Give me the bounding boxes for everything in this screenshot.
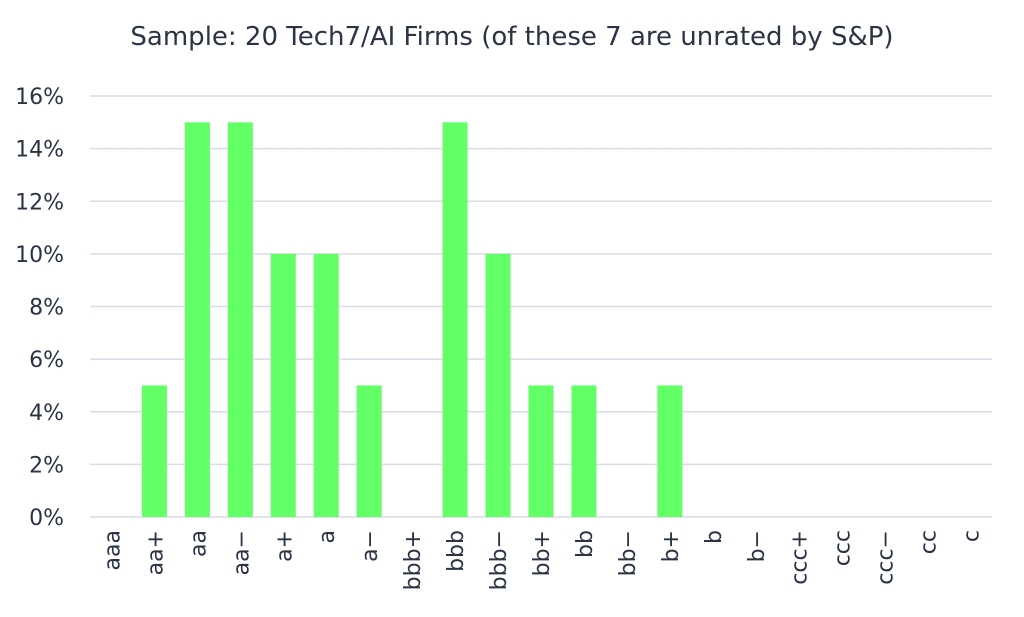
- x-tick-label: aa: [186, 530, 211, 557]
- x-tick-label: b: [702, 530, 727, 544]
- x-tick-label: a: [315, 530, 340, 543]
- y-tick-label: 0%: [29, 506, 64, 531]
- bar-aa+: [141, 385, 167, 517]
- bar-bbb: [442, 122, 468, 517]
- x-tick-label: aa+: [143, 530, 168, 575]
- x-tick-label: cc: [917, 530, 942, 554]
- x-tick-label: c: [960, 530, 985, 542]
- bar-a−: [356, 385, 382, 517]
- bar-a+: [270, 253, 296, 517]
- x-tick-label: ccc: [831, 530, 856, 566]
- x-tick-label: b−: [745, 530, 770, 562]
- bar-b+: [657, 385, 683, 517]
- x-tick-label: bb+: [530, 530, 555, 576]
- x-tick-label: bbb−: [487, 530, 512, 590]
- x-tick-label: a+: [272, 530, 297, 562]
- bar-aa: [184, 122, 210, 517]
- x-tick-label: aa−: [229, 530, 254, 575]
- bar-a: [313, 253, 339, 517]
- bar-aa−: [227, 122, 253, 517]
- x-tick-label: b+: [659, 530, 684, 562]
- x-tick-label: bbb+: [401, 530, 426, 590]
- bar-bbb−: [485, 253, 511, 517]
- chart-title: Sample: 20 Tech7/AI Firms (of these 7 ar…: [130, 22, 894, 52]
- x-tick-label: ccc+: [788, 530, 813, 585]
- y-tick-label: 12%: [15, 190, 64, 215]
- y-tick-label: 2%: [29, 453, 64, 478]
- y-tick-label: 8%: [29, 296, 64, 321]
- y-tick-label: 14%: [15, 138, 64, 163]
- x-tick-label: bb−: [616, 530, 641, 576]
- x-tick-label: a−: [358, 530, 383, 562]
- y-tick-label: 4%: [29, 401, 64, 426]
- y-tick-label: 16%: [15, 85, 64, 110]
- x-tick-label: bb: [573, 530, 598, 558]
- bar-bb: [571, 385, 597, 517]
- x-tick-label: ccc−: [874, 530, 899, 585]
- bar-bb+: [528, 385, 554, 517]
- x-tick-label: aaa: [100, 530, 125, 570]
- y-tick-label: 10%: [15, 243, 64, 268]
- x-tick-label: bbb: [444, 530, 469, 572]
- y-tick-label: 6%: [29, 348, 64, 373]
